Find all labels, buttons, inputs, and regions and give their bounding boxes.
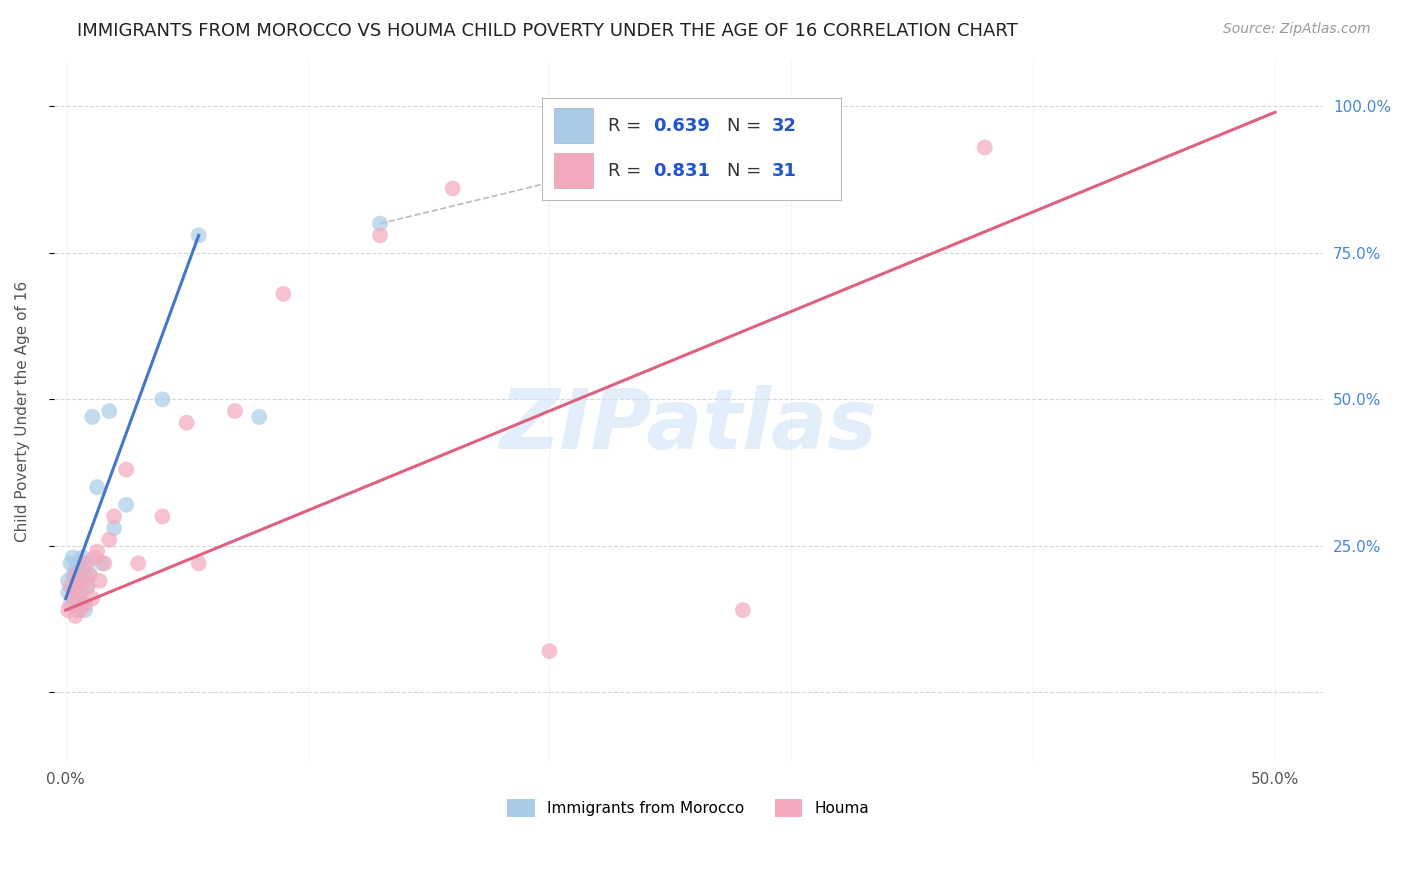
Point: [103, 509, 125, 524]
Point: [65, 597, 87, 611]
Point: [115, 462, 138, 476]
Point: [82, 591, 104, 606]
Point: [56, 574, 79, 588]
Point: [79, 568, 101, 582]
Point: [73, 568, 96, 582]
Point: [83, 550, 105, 565]
Point: [973, 140, 995, 154]
Point: [59, 557, 82, 571]
Point: [82, 409, 104, 424]
Point: [273, 286, 295, 301]
Point: [66, 557, 89, 571]
Point: [98, 404, 121, 418]
Point: [72, 574, 94, 588]
Point: [73, 603, 96, 617]
Point: [59, 580, 82, 594]
Point: [368, 228, 391, 243]
Point: [89, 574, 111, 588]
Point: [441, 181, 464, 195]
Point: [62, 550, 84, 565]
Text: Source: ZipAtlas.com: Source: ZipAtlas.com: [1223, 22, 1371, 37]
Point: [731, 603, 754, 617]
Point: [115, 498, 138, 512]
Point: [538, 644, 561, 658]
Point: [93, 557, 115, 571]
Point: [69, 585, 91, 599]
Point: [86, 544, 108, 558]
Point: [98, 533, 121, 547]
Point: [56, 603, 79, 617]
Point: [65, 562, 87, 576]
Point: [69, 562, 91, 576]
Point: [152, 392, 174, 407]
Text: IMMIGRANTS FROM MOROCCO VS HOUMA CHILD POVERTY UNDER THE AGE OF 16 CORRELATION C: IMMIGRANTS FROM MOROCCO VS HOUMA CHILD P…: [77, 22, 1018, 40]
Point: [86, 480, 108, 494]
Point: [73, 557, 96, 571]
Point: [66, 603, 89, 617]
Point: [62, 591, 84, 606]
Point: [65, 568, 87, 582]
Point: [368, 217, 391, 231]
Point: [79, 568, 101, 582]
Point: [72, 550, 94, 565]
Point: [72, 597, 94, 611]
Point: [73, 597, 96, 611]
Point: [187, 228, 209, 243]
Point: [76, 580, 98, 594]
Point: [72, 574, 94, 588]
Point: [187, 557, 209, 571]
Point: [152, 509, 174, 524]
Point: [76, 557, 98, 571]
Point: [66, 585, 89, 599]
Point: [176, 416, 198, 430]
Point: [69, 603, 91, 617]
Point: [224, 404, 246, 418]
Y-axis label: Child Poverty Under the Age of 16: Child Poverty Under the Age of 16: [15, 280, 30, 541]
Point: [62, 591, 84, 606]
Point: [91, 557, 114, 571]
Point: [127, 557, 149, 571]
Point: [103, 521, 125, 535]
Point: [59, 597, 82, 611]
Point: [65, 609, 87, 624]
Point: [66, 580, 89, 594]
Text: ZIPatlas: ZIPatlas: [499, 384, 877, 466]
Point: [62, 568, 84, 582]
Legend: Immigrants from Morocco, Houma: Immigrants from Morocco, Houma: [499, 791, 877, 825]
Point: [76, 580, 98, 594]
Point: [247, 409, 270, 424]
Point: [56, 585, 79, 599]
